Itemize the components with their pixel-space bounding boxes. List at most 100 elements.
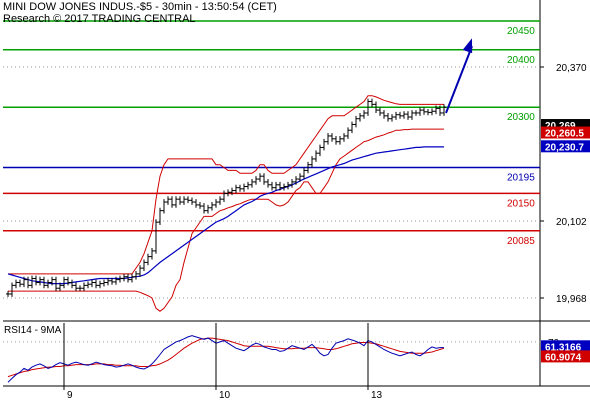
price-bar: [170, 196, 174, 208]
price-bar: [118, 275, 122, 283]
price-bar: [98, 280, 102, 289]
price-bar: [86, 281, 90, 289]
price-bar: [26, 276, 30, 289]
price-bar: [242, 183, 246, 192]
price-bar: [350, 121, 354, 134]
price-bar: [362, 110, 366, 119]
price-bar: [378, 107, 382, 116]
price-bar: [6, 291, 10, 297]
rsi-ma-value-label: 60.9074: [545, 352, 582, 363]
price-bar: [286, 181, 290, 190]
bollinger-value-label: 20,260.5: [545, 129, 584, 140]
price-bar: [38, 276, 42, 286]
price-bar: [310, 156, 314, 168]
price-bar: [22, 276, 26, 288]
price-bar: [346, 127, 350, 139]
price-bar: [254, 176, 258, 185]
price-bar: [326, 133, 330, 145]
price-tick-label: 20,102: [556, 217, 587, 228]
price-bar: [330, 133, 334, 142]
price-bar: [206, 204, 210, 214]
price-bar: [142, 259, 146, 271]
rsi-value-label: 61.3166: [545, 342, 582, 353]
price-bar: [306, 161, 310, 174]
price-bar: [302, 167, 306, 180]
price-bar: [94, 279, 98, 289]
price-bar: [382, 110, 386, 119]
price-bar: [62, 276, 66, 289]
price-bar: [314, 150, 318, 162]
price-bar: [250, 179, 254, 188]
price-bar: [18, 279, 22, 288]
price-tick-label: 19,968: [556, 294, 587, 305]
rsi-line: [7, 335, 444, 383]
price-bar: [158, 207, 162, 226]
price-bar: [246, 181, 250, 190]
price-bar: [262, 173, 266, 185]
rsi-ma-line: [7, 337, 445, 378]
price-bar: [198, 202, 202, 209]
bollinger-lower-line: [8, 128, 444, 312]
rsi-title: RSI14 - 9MA: [4, 325, 62, 336]
price-bar: [394, 111, 398, 120]
rsi-value-box: [541, 340, 590, 353]
level-label-20150: 20150: [507, 198, 535, 209]
bollinger-upper-line: [8, 95, 444, 275]
price-bar: [278, 181, 282, 191]
price-bar: [134, 270, 138, 280]
price-bar: [298, 173, 302, 182]
price-bar: [138, 265, 142, 277]
price-bar: [434, 105, 438, 115]
price-bar: [374, 101, 378, 113]
price-bar: [438, 105, 442, 116]
chart-credit: Research © 2017 TRADING CENTRAL: [3, 13, 196, 25]
price-bar: [178, 196, 182, 205]
price-bar: [282, 183, 286, 191]
price-bar: [122, 273, 126, 282]
rsi-ma-value-box: [541, 350, 590, 363]
price-bar: [422, 107, 426, 115]
price-bar: [426, 108, 430, 116]
price-bar: [270, 181, 274, 191]
price-bar: [354, 115, 358, 128]
price-bar: [398, 111, 402, 119]
price-bar: [218, 196, 222, 205]
price-bar: [322, 138, 326, 151]
price-bar: [258, 173, 262, 182]
price-bar: [194, 199, 198, 208]
price-bar: [114, 276, 118, 285]
time-tick-label: 13: [371, 390, 383, 400]
price-bar: [174, 196, 178, 208]
price-bar: [210, 202, 214, 211]
price-bar: [222, 190, 226, 203]
chart-title: MINI DOW JONES INDUS.-$5 - 30min - 13:50…: [3, 1, 277, 13]
ma-value-box: [541, 140, 590, 153]
price-bar: [274, 181, 278, 191]
price-bar: [34, 275, 38, 286]
price-bar: [370, 98, 374, 108]
price-bar: [146, 253, 150, 266]
price-bar: [54, 276, 58, 292]
price-bar: [214, 199, 218, 208]
price-bar: [230, 187, 234, 196]
level-label-20300: 20300: [507, 112, 535, 123]
price-bar: [74, 282, 78, 292]
forecast-arrow-shaft: [445, 45, 473, 114]
price-bar: [46, 279, 50, 289]
price-bar: [50, 276, 54, 286]
price-bar: [162, 199, 166, 214]
price-bar: [418, 107, 422, 116]
price-bar: [186, 196, 190, 204]
forecast-arrow-head: [462, 38, 473, 54]
level-label-20195: 20195: [507, 173, 535, 184]
price-bar: [90, 279, 94, 288]
price-bar: [102, 279, 106, 287]
price-bar: [342, 133, 346, 142]
price-bar: [294, 176, 298, 185]
price-bar: [14, 279, 18, 289]
price-bar: [358, 112, 362, 122]
price-bar: [30, 275, 34, 289]
price-bar: [42, 276, 46, 289]
price-bar: [154, 219, 158, 254]
